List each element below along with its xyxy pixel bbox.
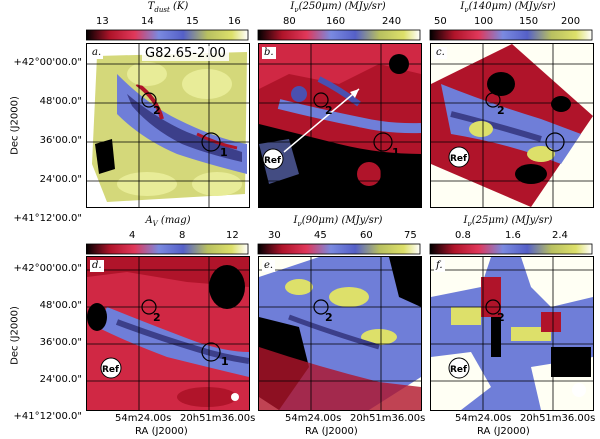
panel-label-d: d. (90, 260, 104, 272)
colorbar-title-140um: Iν(140μm) (MJy/sr) (460, 1, 556, 14)
cb6-tick: 2.4 (552, 230, 568, 241)
cb2-tick: 80 (283, 16, 296, 27)
dec-tick: +42°00'00.0" (13, 263, 82, 274)
panel-label-f: f. (434, 260, 445, 272)
ra-axis-title: RA (J2000) (305, 426, 358, 437)
ref-label: Ref (450, 154, 467, 164)
marker-2-label: 2 (497, 311, 505, 324)
dec-tick: 36'00.0" (39, 337, 82, 348)
ref-label: Ref (102, 365, 119, 375)
marker-1-label: 1 (221, 355, 229, 368)
dec-axis-title: Dec (J2000) (9, 306, 21, 365)
cb3-tick: 50 (434, 16, 447, 27)
cb2-tick: 240 (382, 16, 402, 27)
dec-tick: 24'00.0" (39, 174, 82, 185)
ra-tick: 54m24.00s (285, 413, 342, 424)
cb6-tick: 0.8 (455, 230, 471, 241)
marker-2-label: 2 (325, 104, 333, 117)
cb1-tick: 14 (141, 16, 154, 27)
cb1-tick: 15 (186, 16, 199, 27)
cb1-tick: 16 (228, 16, 241, 27)
cb3-tick: 100 (474, 16, 494, 27)
panel-a-tdust-map: 2 1 a. G82.65-2.00 (86, 43, 250, 208)
ra-tick: 20h51m36.00s (350, 413, 426, 424)
cb3-tick: 200 (561, 16, 581, 27)
bottom-colorbars (86, 243, 593, 255)
ra-tick: 20h51m36.00s (180, 413, 256, 424)
panel-b-250um-map: 2 1 Ref b. (258, 43, 422, 208)
dec-tick: 48'00.0" (39, 96, 82, 107)
cb2-tick: 160 (326, 16, 346, 27)
cb5-tick: 45 (314, 230, 327, 241)
dec-tick: +41°12'00.0" (13, 411, 82, 422)
ref-label: Ref (264, 156, 281, 166)
colorbar-title-tdust: Tdust (K) (147, 1, 189, 14)
panel-label-c: c. (434, 47, 447, 59)
ra-tick: 54m24.00s (455, 413, 512, 424)
ra-tick: 20h51m36.00s (520, 413, 596, 424)
cb3-tick: 150 (519, 16, 539, 27)
marker-2-label: 2 (497, 104, 505, 117)
cb5-tick: 75 (404, 230, 417, 241)
marker-2-label: 2 (325, 311, 333, 324)
cb1-tick: 13 (96, 16, 109, 27)
ra-axis-title: RA (J2000) (135, 426, 188, 437)
dec-tick: +41°12'00.0" (13, 213, 82, 224)
panel-label-e: e. (262, 260, 276, 272)
colorbar-title-25um: Iν(25μm) (MJy/sr) (463, 215, 553, 228)
panel-label-a: a. (90, 47, 104, 59)
colorbar-title-250um: Iν(250μm) (MJy/sr) (290, 1, 386, 14)
panel-d-av-map: 2 1 Ref d. (86, 256, 250, 411)
dec-tick: +42°00'00.0" (13, 57, 82, 68)
dec-tick: 36'00.0" (39, 135, 82, 146)
panel-f-25um-map: 2 Ref f. (430, 256, 594, 411)
dec-axis-title: Dec (J2000) (9, 96, 21, 155)
cb4-tick: 4 (129, 230, 136, 241)
panel-label-b: b. (262, 47, 276, 59)
marker-1-label: 1 (220, 146, 228, 159)
marker-2-label: 2 (153, 311, 161, 324)
top-colorbars (86, 29, 593, 41)
cb4-tick: 12 (226, 230, 239, 241)
colorbar-title-av: AV (mag) (145, 215, 191, 228)
source-name: G82.65-2.00 (142, 46, 229, 61)
ra-tick: 54m24.00s (115, 413, 172, 424)
cb5-tick: 60 (360, 230, 373, 241)
cb5-tick: 30 (268, 230, 281, 241)
dec-tick: 48'00.0" (39, 300, 82, 311)
panel-e-90um-map: 2 e. (258, 256, 422, 411)
ra-axis-title: RA (J2000) (477, 426, 530, 437)
panel-c-140um-map: 2 Ref c. (430, 43, 594, 208)
ref-label: Ref (450, 365, 467, 375)
cb4-tick: 8 (179, 230, 186, 241)
marker-1-label: 1 (392, 146, 400, 159)
marker-2-label: 2 (153, 104, 161, 117)
dec-tick: 24'00.0" (39, 374, 82, 385)
cb6-tick: 1.6 (505, 230, 521, 241)
colorbar-title-90um: Iν(90μm) (MJy/sr) (293, 215, 383, 228)
